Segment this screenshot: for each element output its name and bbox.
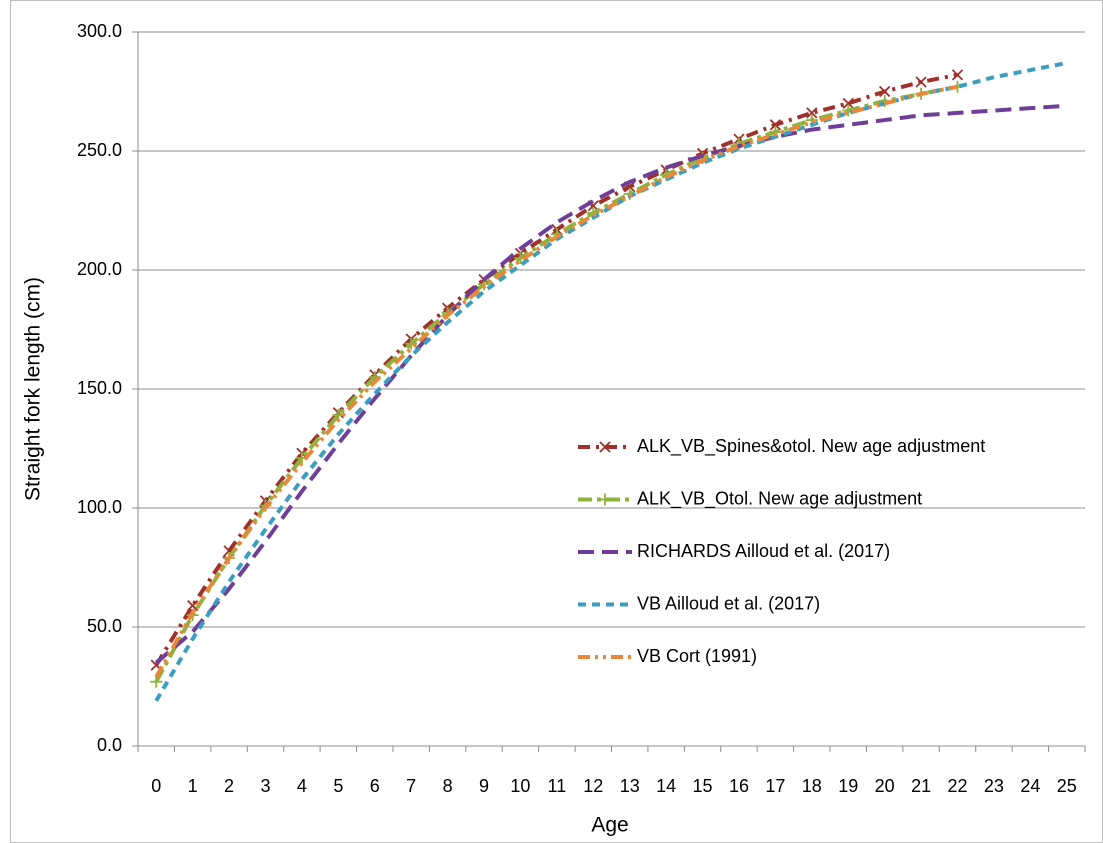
marker (769, 119, 782, 131)
y-tick-label: 300.0 (77, 21, 122, 41)
x-axis-title: Age (591, 814, 628, 837)
x-tick-label: 3 (260, 776, 270, 796)
marker (806, 107, 818, 119)
x-tick-label: 25 (1057, 776, 1077, 796)
x-tick-label: 18 (802, 776, 822, 796)
legend-item: VB Cort (1991) (578, 646, 757, 666)
x-tick-label: 7 (406, 776, 416, 796)
y-tick-label: 200.0 (77, 259, 122, 279)
series (150, 69, 964, 671)
series-line (154, 103, 1067, 665)
y-axis-title: Straight fork length (cm) (22, 277, 45, 501)
marker (842, 97, 854, 110)
x-tick-label: 12 (583, 776, 603, 796)
x-tick-label: 8 (443, 776, 453, 796)
marker (879, 85, 891, 98)
legend-label: RICHARDS Ailloud et al. (2017) (637, 541, 890, 561)
series (154, 103, 1067, 665)
legend-item: VB Ailloud et al. (2017) (578, 593, 820, 613)
x-tick-label: 1 (188, 776, 198, 796)
x-tick-label: 9 (479, 776, 489, 796)
x-tick-label: 10 (510, 776, 530, 796)
x-tick-label: 17 (765, 776, 785, 796)
legend-label: ALK_VB_Otol. New age adjustment (637, 488, 922, 509)
y-tick-label: 100.0 (77, 497, 122, 517)
series-line (154, 72, 958, 667)
x-tick-label: 20 (875, 776, 895, 796)
x-tick-label: 14 (656, 776, 676, 796)
x-tick-label: 15 (693, 776, 713, 796)
series (154, 84, 958, 678)
legend-item: ALK_VB_Otol. New age adjustment (578, 488, 922, 509)
legend-label: VB Cort (1991) (637, 646, 757, 666)
x-tick-label: 0 (151, 776, 161, 796)
series-line (154, 84, 958, 678)
x-tick-label: 16 (729, 776, 749, 796)
series (150, 80, 964, 688)
x-tick-label: 24 (1020, 776, 1040, 796)
x-tick-label: 2 (224, 776, 234, 796)
x-tick-label: 22 (948, 776, 968, 796)
x-tick-label: 4 (297, 776, 307, 796)
marker (186, 599, 199, 612)
legend-item: RICHARDS Ailloud et al. (2017) (578, 541, 890, 561)
y-tick-label: 150.0 (77, 378, 122, 398)
legend-item: ALK_VB_Spines&otol. New age adjustment (578, 436, 985, 457)
legend-label: VB Ailloud et al. (2017) (637, 593, 820, 613)
marker (951, 69, 964, 81)
marker (599, 493, 611, 506)
y-tick-label: 250.0 (77, 140, 122, 160)
marker (599, 441, 611, 453)
series-line (154, 84, 958, 683)
x-tick-label: 23 (984, 776, 1004, 796)
x-tick-label: 21 (911, 776, 931, 796)
marker (915, 76, 927, 88)
x-tick-label: 19 (838, 776, 858, 796)
x-tick-label: 6 (370, 776, 380, 796)
x-tick-label: 11 (548, 776, 567, 796)
y-tick-label: 50.0 (87, 616, 122, 636)
legend-label: ALK_VB_Spines&otol. New age adjustment (637, 436, 985, 457)
x-tick-label: 13 (620, 776, 640, 796)
chart-frame (10, 0, 1103, 843)
x-tick-label: 5 (333, 776, 343, 796)
marker (150, 675, 163, 688)
y-tick-label: 0.0 (97, 735, 122, 755)
